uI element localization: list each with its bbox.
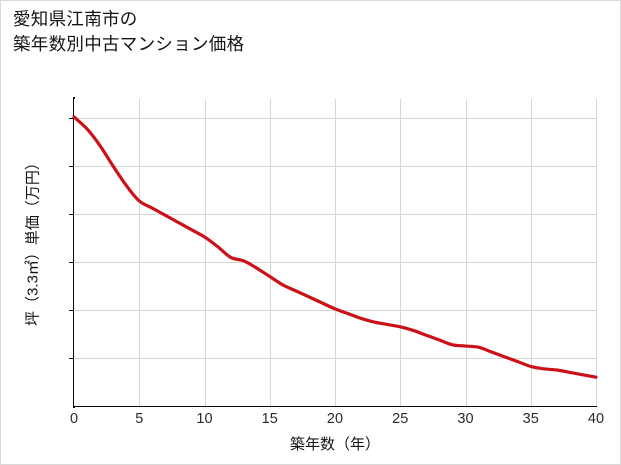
gridline-vertical	[465, 99, 467, 406]
line-series-svg	[72, 115, 598, 379]
y-tick-mark	[69, 214, 73, 216]
x-tick-label: 5	[135, 411, 144, 427]
x-tick-label: 0	[69, 411, 79, 427]
price-line-path	[72, 115, 598, 379]
y-tick-mark	[69, 310, 73, 312]
y-axis-title: 坪（3.3㎡）単価（万円）	[24, 155, 42, 326]
y-tick-mark	[69, 166, 73, 168]
x-tick-label: 15	[261, 411, 278, 427]
chart-title: 愛知県江南市の 築年数別中古マンション価格	[13, 9, 245, 54]
gridline-vertical	[204, 99, 206, 406]
gridline-vertical	[335, 99, 336, 406]
x-axis-spine	[73, 405, 597, 407]
x-axis-title: 築年数（年）	[289, 436, 380, 453]
y-tick-mark	[69, 358, 73, 360]
x-tick-label: 30	[457, 411, 474, 427]
x-tick-label: 40	[587, 411, 605, 427]
gridline-vertical	[530, 99, 532, 406]
x-tick-label: 25	[392, 411, 409, 427]
gridline-vertical	[139, 99, 141, 406]
x-tick-label: 35	[522, 411, 539, 427]
gridline-vertical	[596, 99, 597, 406]
gridline-vertical	[269, 99, 271, 406]
x-tick-label: 10	[196, 411, 213, 427]
y-tick-mark	[69, 262, 73, 264]
x-tick-label: 20	[326, 411, 344, 427]
plot-area	[72, 99, 598, 406]
y-tick-mark	[69, 118, 73, 120]
gridline-vertical	[400, 99, 402, 406]
